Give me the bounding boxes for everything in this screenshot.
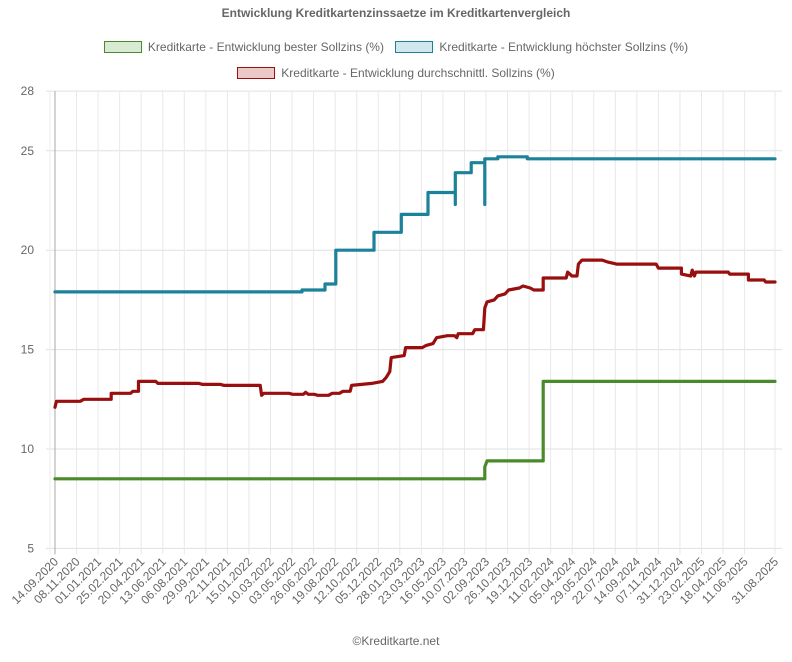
legend-label-bester: Kreditkarte - Entwicklung bester Sollzin… bbox=[147, 40, 384, 54]
y-tick-label: 10 bbox=[21, 442, 35, 456]
chart-title: Entwicklung Kreditkartenzinssaetze im Kr… bbox=[221, 6, 571, 20]
y-tick-label: 5 bbox=[27, 541, 34, 555]
series-line-0[interactable] bbox=[53, 379, 777, 481]
y-axis: 5 10 15 20 25 28 bbox=[21, 84, 56, 555]
y-tick-label: 15 bbox=[21, 343, 35, 357]
y-tick-label: 25 bbox=[21, 144, 35, 158]
legend-label-hoechster: Kreditkarte - Entwicklung höchster Sollz… bbox=[439, 40, 689, 54]
grid-lines bbox=[46, 90, 782, 555]
y-tick-label: 28 bbox=[21, 84, 35, 98]
legend-row-1: Kreditkarte - Entwicklung bester Sollzin… bbox=[0, 40, 792, 56]
legend-swatch-bester bbox=[103, 41, 142, 53]
y-tick-label: 20 bbox=[21, 243, 35, 257]
legend-swatch-hoechster bbox=[395, 41, 434, 53]
x-axis: 14.09.202008.11.202001.01.202125.02.2021… bbox=[9, 554, 782, 607]
data-series bbox=[53, 155, 777, 481]
copyright-footer: ©Kreditkarte.net bbox=[352, 634, 440, 648]
legend-item-hoechster[interactable]: Kreditkarte - Entwicklung höchster Sollz… bbox=[395, 40, 688, 54]
legend-swatch-durchschnitt bbox=[237, 67, 276, 79]
series-line-1[interactable] bbox=[53, 155, 777, 294]
legend-label-durchschnitt: Kreditkarte - Entwicklung durchschnittl.… bbox=[281, 66, 555, 80]
legend-row-2: Kreditkarte - Entwicklung durchschnittl.… bbox=[0, 66, 792, 82]
legend-item-durchschnitt[interactable]: Kreditkarte - Entwicklung durchschnittl.… bbox=[237, 66, 555, 80]
series-line-2[interactable] bbox=[53, 258, 777, 409]
legend-item-bester[interactable]: Kreditkarte - Entwicklung bester Sollzin… bbox=[103, 40, 384, 54]
